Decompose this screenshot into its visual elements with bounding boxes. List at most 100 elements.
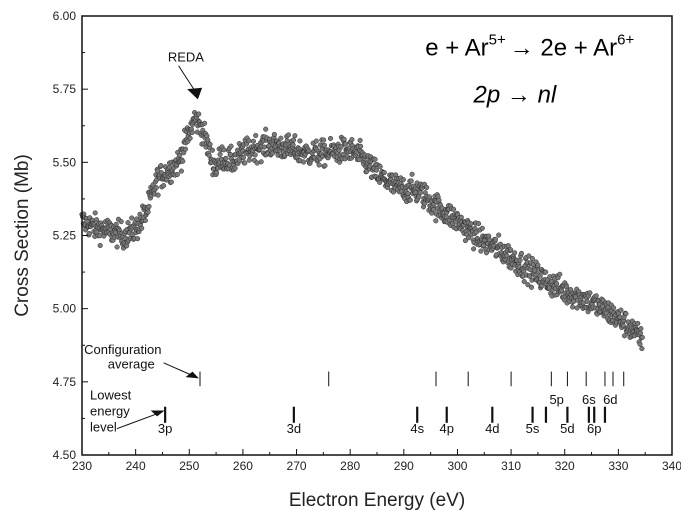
data-point [258, 159, 264, 165]
data-point [261, 144, 267, 150]
data-point [373, 167, 380, 173]
data-point [158, 163, 164, 169]
data-point [209, 147, 215, 153]
data-point [554, 281, 560, 287]
data-point [313, 138, 319, 144]
data-point [292, 133, 298, 139]
reda-arrow [178, 65, 197, 93]
data-point [462, 238, 468, 244]
data-point [129, 215, 135, 221]
reaction-prefix: e + Ar [425, 35, 488, 62]
configuration-arrow-head [185, 371, 199, 379]
data-point [341, 136, 347, 142]
x-tick-label: 300 [447, 459, 467, 473]
data-point [180, 158, 186, 164]
shell-label-4d: 4d [485, 421, 499, 436]
x-tick-label: 260 [233, 459, 253, 473]
data-point [232, 165, 238, 171]
level-markers [164, 371, 625, 423]
data-point [135, 236, 141, 242]
data-point [639, 346, 645, 352]
data-point [290, 137, 297, 143]
data-point [620, 323, 626, 329]
reaction-equation: e + Ar5+ → 2e + Ar6+ [425, 32, 634, 62]
data-point [250, 138, 256, 144]
data-point [246, 138, 252, 144]
reda-arrow-head [187, 87, 203, 100]
data-point [177, 152, 183, 158]
shell-label-6d: 6d [603, 392, 617, 407]
data-point [155, 192, 161, 198]
x-tick-label: 250 [179, 459, 199, 473]
shell-label-5d: 5d [560, 421, 574, 436]
data-point [372, 156, 378, 162]
data-point [322, 163, 328, 169]
y-tick-label: 4.50 [53, 448, 77, 462]
data-point [240, 155, 246, 161]
x-tick-label: 230 [72, 459, 92, 473]
level-label: level [90, 420, 117, 435]
data-point [479, 225, 485, 231]
axis-ticks: 230 240 250 260 270 280 290 300 310 320 330 340 4.50… [53, 9, 681, 473]
shell-labels: 3p 3d 4s 4p 4d 5s 5d 6p 5p 6s 6d [158, 392, 618, 436]
y-tick-label: 6.00 [53, 9, 77, 23]
data-point [529, 255, 535, 262]
data-point [349, 137, 355, 143]
x-tick-label: 310 [501, 459, 521, 473]
reaction-middle: → 2e + Ar [510, 35, 617, 62]
data-point [174, 171, 180, 178]
data-point [94, 217, 100, 223]
data-point [621, 333, 628, 339]
data-point [327, 135, 334, 142]
data-point [535, 262, 541, 268]
data-point [471, 246, 477, 252]
y-tick-label: 5.00 [53, 302, 77, 316]
data-point [202, 120, 208, 126]
data-point [557, 271, 563, 277]
data-point [189, 129, 195, 136]
data-point [228, 143, 234, 149]
y-axis-title: Cross Section (Mb) [12, 154, 33, 317]
reaction-superscript-1: 5+ [489, 32, 506, 49]
y-tick-label: 5.25 [53, 229, 77, 243]
data-point [139, 225, 145, 231]
shell-label-3d: 3d [287, 421, 301, 436]
data-point [639, 334, 645, 340]
transition-label: 2p → nl [473, 81, 557, 108]
x-axis-title: Electron Energy (eV) [289, 490, 465, 511]
data-point [570, 304, 576, 310]
data-point [221, 147, 227, 153]
data-point [178, 168, 184, 174]
reaction-superscript-2: 6+ [617, 32, 634, 49]
data-point [637, 330, 644, 336]
configuration-arrow [163, 362, 194, 377]
data-point [223, 155, 229, 161]
data-point [400, 177, 406, 183]
data-point [559, 287, 565, 293]
data-point [526, 253, 532, 259]
data-point [525, 282, 531, 288]
data-point [618, 307, 624, 313]
lowest-energy-arrow [116, 412, 161, 430]
data-point [168, 179, 174, 185]
shell-label-3p: 3p [158, 421, 172, 436]
data-point [92, 210, 98, 216]
data-point [451, 206, 457, 212]
shell-label-5s: 5s [526, 421, 540, 436]
data-point [492, 236, 499, 242]
data-point [290, 142, 296, 148]
data-point [381, 170, 387, 176]
plot-frame [81, 15, 673, 456]
data-point [114, 244, 120, 250]
data-points [79, 109, 645, 352]
data-point [508, 247, 514, 253]
data-point [263, 126, 269, 132]
x-tick-label: 340 [662, 459, 681, 473]
x-tick-label: 330 [608, 459, 628, 473]
data-point [623, 311, 629, 317]
y-tick-label: 4.75 [53, 375, 77, 389]
data-point [635, 320, 641, 326]
data-point [146, 203, 152, 209]
data-point [358, 143, 364, 149]
data-point [321, 137, 327, 143]
